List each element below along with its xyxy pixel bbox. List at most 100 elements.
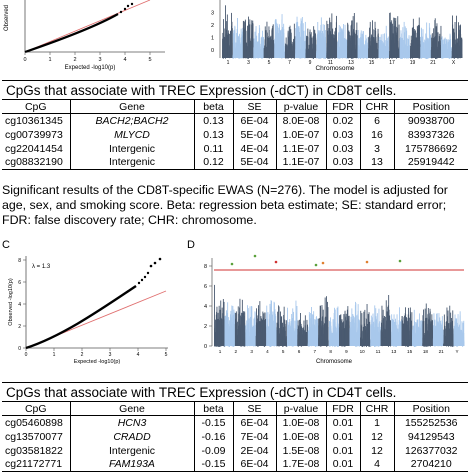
- x-tick-label: 3: [250, 349, 253, 354]
- x-tick-label: 11: [376, 349, 381, 354]
- table-cell: CRADD: [69, 429, 194, 444]
- x-tick-label: 13: [391, 349, 397, 354]
- table-cd4t-title: CpGs that associate with TREC Expression…: [2, 382, 468, 402]
- x-tick-label: 1: [219, 349, 222, 354]
- table-cell: cg13570077: [5, 430, 63, 443]
- manhattan-b-xlabel: Chromosome: [315, 65, 354, 72]
- x-tick-label: 13: [348, 60, 354, 66]
- column-header: CHR: [359, 99, 394, 114]
- table-cell: 8.0E-08: [275, 113, 326, 128]
- column-header: SE: [232, 99, 276, 114]
- table-cd4t-header: CpG Gene beta SE p-value FDR CHR Position: [2, 401, 468, 416]
- table-cell: 0.01: [325, 457, 360, 472]
- x-tick-label: 3: [109, 352, 112, 358]
- column-header: Position: [393, 99, 468, 114]
- table-cell: FAM193A: [69, 457, 194, 472]
- table-cell: cg10361345: [5, 114, 63, 127]
- table-cell: 5E-04: [232, 127, 276, 142]
- y-tick-label: 3: [211, 11, 214, 17]
- column-header: FDR: [325, 99, 360, 114]
- x-tick-label: 4: [137, 352, 140, 358]
- x-tick-label: 1: [53, 352, 56, 358]
- column-header: Gene: [69, 401, 194, 416]
- column-header: CpG: [2, 99, 70, 114]
- x-tick-label: 15: [369, 60, 375, 66]
- table-cell: 83937326: [393, 127, 468, 142]
- table-cell: 0.01: [325, 443, 360, 458]
- table-cell: -0.15: [193, 415, 233, 430]
- column-header: Position: [393, 401, 468, 416]
- x-tick-label: 1: [227, 60, 230, 66]
- qq-a-points: [24, 13, 119, 54]
- significant-point: [314, 263, 318, 267]
- table-cell: 1.7E-08: [275, 457, 326, 472]
- table-cell: 7E-04: [232, 429, 276, 444]
- x-tick-label: 9: [345, 349, 348, 354]
- x-tick-label: 18: [423, 349, 429, 354]
- table-cell: 1.1E-07: [275, 155, 326, 170]
- column-header: CHR: [359, 401, 394, 416]
- table-cell: 13: [359, 155, 394, 170]
- table-cell: 5E-04: [232, 155, 276, 170]
- x-tick-label: 5: [268, 60, 271, 66]
- qq-a-identity-line: [24, 0, 151, 53]
- table-cell: 6E-04: [232, 457, 276, 472]
- table-cell: 1.5E-08: [275, 443, 326, 458]
- table-cell: 12: [359, 429, 394, 444]
- table-cell: 0.01: [325, 415, 360, 430]
- table-cd8t-body: cg10361345 BACH2;BACH2 0.13 6E-04 8.0E-08 0.0…: [2, 113, 468, 170]
- column-header: p-value: [275, 99, 326, 114]
- x-tick-label: 4: [123, 57, 126, 63]
- y-tick-label: 6: [204, 284, 207, 290]
- y-tick-label: 0: [204, 344, 207, 350]
- x-tick-label: 5: [165, 352, 168, 358]
- x-tick-label: 7: [288, 60, 291, 66]
- table-cell: -0.16: [193, 429, 233, 444]
- table-cell: 0.03: [325, 155, 360, 170]
- x-tick-label: 1: [48, 57, 51, 63]
- significant-point: [274, 260, 278, 264]
- y-tick-label: 4: [18, 302, 21, 308]
- table-cell: 155252536: [393, 415, 468, 430]
- table-cd4t: CpGs that associate with TREC Expression…: [2, 382, 468, 472]
- significant-point: [253, 254, 257, 258]
- table-cell: 1.0E-08: [275, 429, 326, 444]
- significant-point: [365, 260, 369, 264]
- table-cell: 12: [359, 443, 394, 458]
- table-cell: 0.03: [325, 127, 360, 142]
- qq-c-x-axis: 0 1 2 3 4 5: [25, 348, 168, 358]
- x-tick-label: 5: [148, 57, 151, 63]
- panel-a-qq-plot: 0 1 2 3 4 5 Expected -log10(p) Observed: [0, 0, 170, 78]
- panel-d-label: D: [187, 239, 195, 251]
- x-tick-label: 9: [309, 60, 312, 66]
- x-tick-label: 19: [410, 60, 416, 66]
- table-cell: -0.09: [193, 443, 233, 458]
- table-cell: 3: [359, 141, 394, 156]
- column-header: SE: [232, 401, 276, 416]
- table-cell: 4: [359, 457, 394, 472]
- x-tick-label: 17: [389, 60, 395, 66]
- table-cell: 1: [359, 415, 394, 430]
- column-header: CpG: [2, 401, 70, 416]
- table-cell: 16: [359, 127, 394, 142]
- x-tick-label: 5: [282, 349, 285, 354]
- table-cell: HCN3: [69, 415, 194, 430]
- table-cell: 6: [359, 113, 394, 128]
- table-cell: cg21172771: [2, 457, 70, 472]
- table-row: cg13570077 CRADD -0.16 7E-04 1.0E-08 0.01 12 94…: [2, 429, 468, 444]
- y-tick-label: 2: [18, 324, 21, 330]
- x-tick-label: 15: [407, 349, 413, 354]
- table-cell: 1.0E-07: [275, 127, 326, 142]
- column-header: p-value: [275, 401, 326, 416]
- x-tick-label: 21: [439, 349, 445, 354]
- table-cell: cg00739973: [5, 128, 63, 141]
- table-row: cg21172771 FAM193A -0.15 6E-04 1.7E-08 0.01 4 2…: [2, 457, 468, 472]
- table-row: cg03581822 Intergenic -0.09 2E-04 1.5E-08 0.0…: [2, 443, 468, 458]
- x-tick-label: 6: [298, 349, 301, 354]
- table-cell: 0.01: [325, 429, 360, 444]
- y-tick-label: 2: [204, 324, 207, 330]
- x-tick-label: 2: [235, 349, 238, 354]
- x-tick-label: 0: [25, 352, 28, 358]
- table-cell: cg22041454: [5, 142, 63, 155]
